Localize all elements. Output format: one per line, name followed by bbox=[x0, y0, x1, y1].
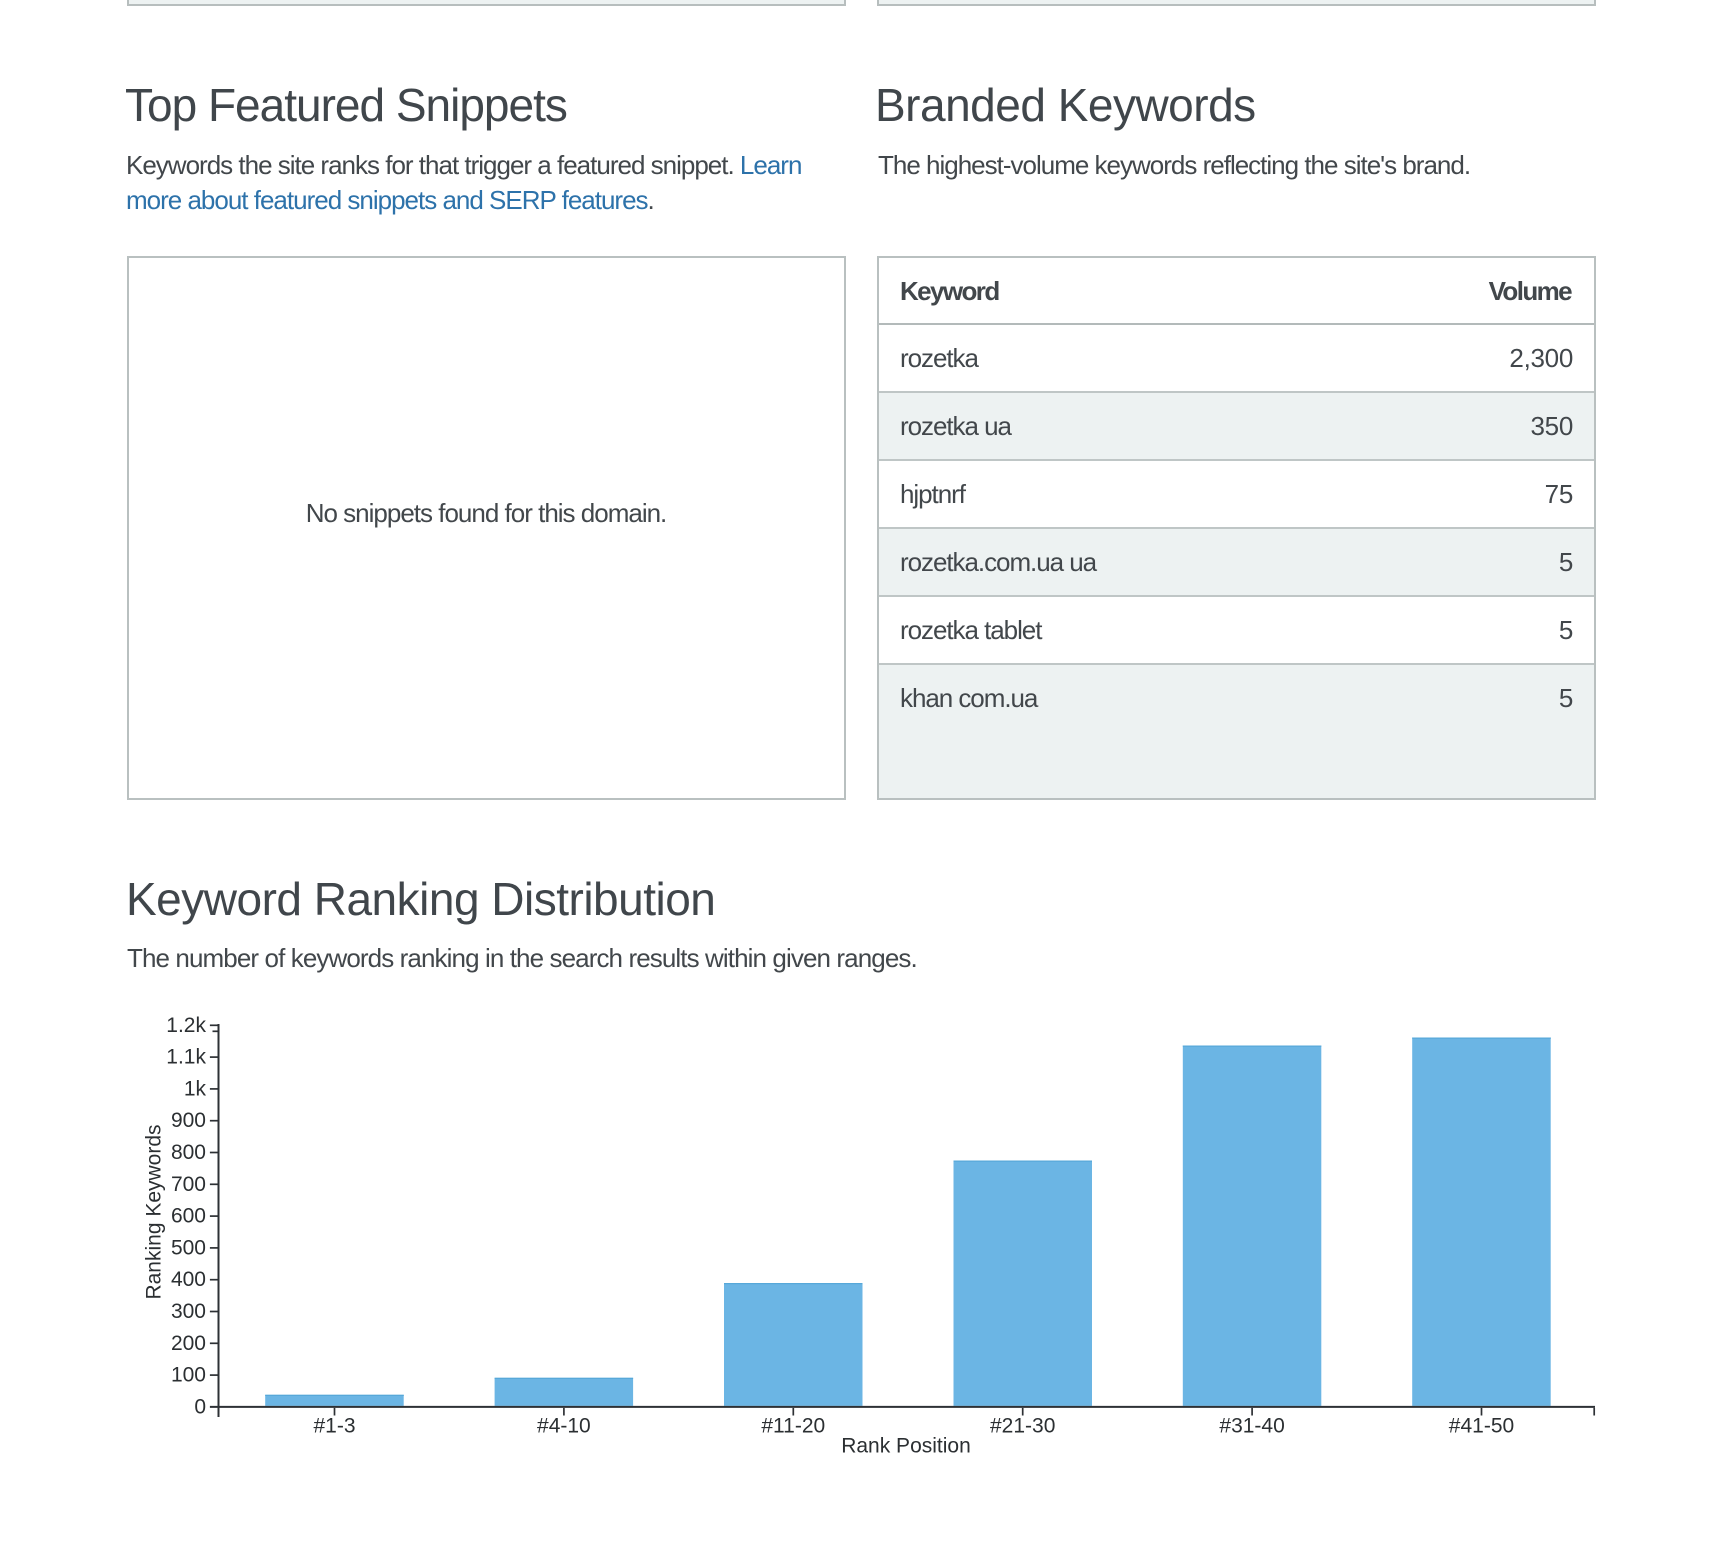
svg-text:#4-10: #4-10 bbox=[537, 1415, 591, 1438]
svg-text:800: 800 bbox=[171, 1141, 206, 1164]
svg-text:#31-40: #31-40 bbox=[1219, 1415, 1284, 1438]
svg-text:1k: 1k bbox=[184, 1077, 207, 1100]
svg-text:500: 500 bbox=[171, 1236, 206, 1259]
svg-text:#11-20: #11-20 bbox=[761, 1415, 825, 1438]
svg-text:Rank Position: Rank Position bbox=[841, 1435, 971, 1458]
svg-text:Ranking Keywords: Ranking Keywords bbox=[143, 1124, 166, 1299]
svg-text:#21-30: #21-30 bbox=[990, 1415, 1055, 1438]
svg-text:900: 900 bbox=[171, 1109, 206, 1132]
svg-text:#41-50: #41-50 bbox=[1449, 1415, 1514, 1438]
svg-text:600: 600 bbox=[171, 1205, 206, 1228]
svg-text:100: 100 bbox=[171, 1364, 206, 1387]
svg-text:1.2k: 1.2k bbox=[166, 1014, 206, 1037]
svg-text:0: 0 bbox=[194, 1395, 206, 1418]
svg-text:700: 700 bbox=[171, 1173, 206, 1196]
svg-text:#1-3: #1-3 bbox=[313, 1415, 355, 1438]
svg-text:1.1k: 1.1k bbox=[166, 1046, 206, 1069]
svg-text:400: 400 bbox=[171, 1268, 206, 1291]
svg-text:300: 300 bbox=[171, 1300, 206, 1323]
svg-text:200: 200 bbox=[171, 1332, 206, 1355]
